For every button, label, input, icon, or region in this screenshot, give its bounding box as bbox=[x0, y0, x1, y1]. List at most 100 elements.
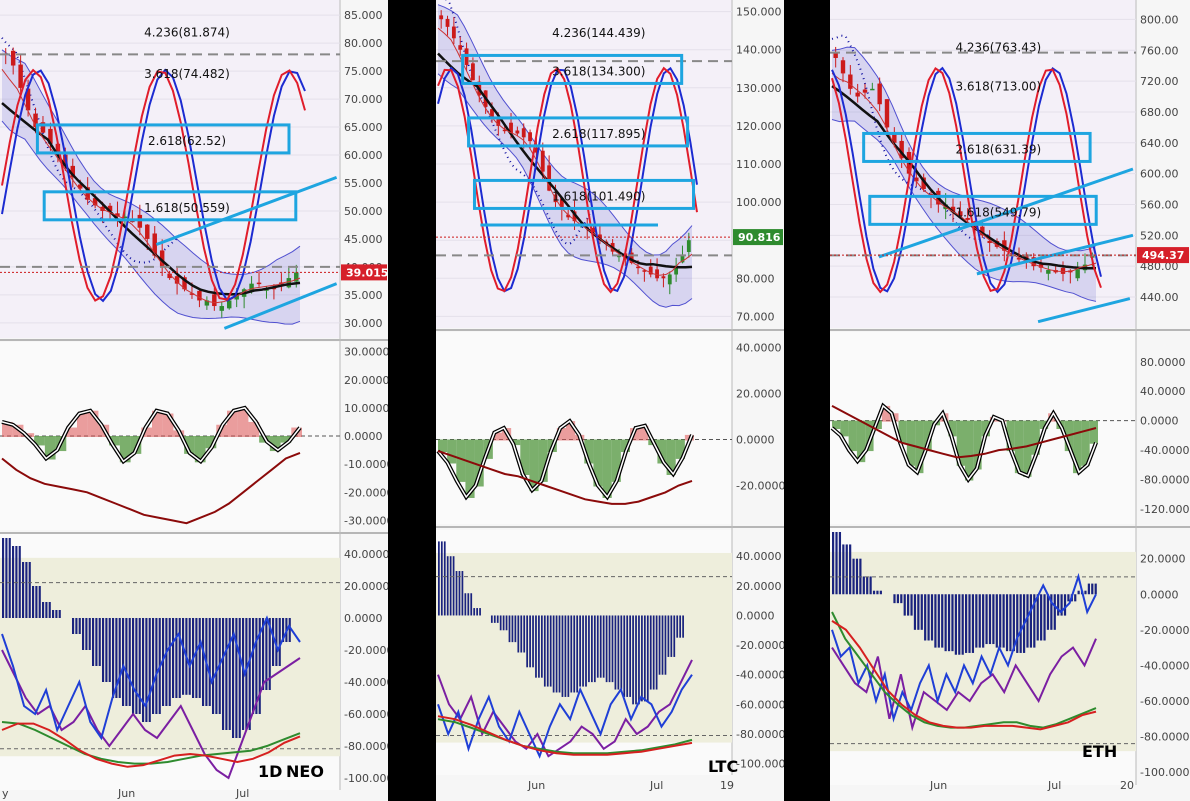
oscillator-cloud-bar bbox=[87, 410, 99, 437]
oscillator-cloud-bar bbox=[1006, 420, 1015, 452]
momentum-histogram-bar bbox=[102, 618, 105, 682]
price-plot-bg bbox=[0, 0, 340, 338]
momentum-histogram-bar bbox=[602, 615, 605, 678]
momentum-tick-label: 40.0000 bbox=[344, 548, 388, 561]
momentum-histogram-bar bbox=[38, 586, 41, 618]
oscillator-cloud-bar bbox=[898, 420, 907, 444]
candle-body bbox=[92, 198, 98, 206]
candle-body bbox=[70, 165, 76, 178]
momentum-histogram-bar bbox=[438, 541, 440, 616]
momentum-histogram-bar bbox=[282, 618, 285, 642]
candle-body bbox=[848, 74, 853, 89]
candle-body bbox=[33, 113, 38, 128]
oscillator-cloud-bar bbox=[593, 439, 603, 487]
oscillator-cloud-bar bbox=[848, 420, 857, 452]
momentum-histogram-bar bbox=[5, 538, 8, 618]
oscillator-cloud-bar bbox=[956, 420, 965, 466]
date-tick-label: Jul bbox=[1047, 779, 1061, 792]
stoch-red-line bbox=[831, 66, 1102, 294]
momentum-red-line bbox=[437, 715, 693, 756]
bollinger-upper-line bbox=[437, 4, 693, 256]
momentum-histogram-bar bbox=[872, 590, 876, 595]
momentum-histogram-bar bbox=[635, 615, 637, 705]
momentum-histogram-bar bbox=[661, 615, 664, 675]
momentum-histogram-bar bbox=[48, 602, 51, 618]
oscillator-cloud-bar bbox=[556, 428, 566, 441]
momentum-histogram-bar bbox=[896, 594, 900, 604]
momentum-histogram-bar bbox=[649, 615, 652, 690]
momentum-tick-label: 0.0000 bbox=[344, 612, 383, 625]
candle-body bbox=[249, 283, 254, 291]
neo-chart-panel: 85.000 80.000 75.000 70.000 65.000 60.000 55.0… bbox=[0, 0, 388, 801]
momentum-histogram-bar bbox=[1057, 594, 1060, 616]
candle-body bbox=[471, 63, 475, 81]
momentum-histogram-bar bbox=[599, 615, 602, 678]
oscillator-cloud-bar bbox=[923, 420, 932, 452]
ma-slow-line bbox=[437, 52, 693, 269]
momentum-histogram-bar bbox=[664, 615, 667, 675]
eth-chart-svg: 800.00 760.00 720.00 680.00 640.00 600.00 560.… bbox=[830, 0, 1190, 792]
oscillator-plot-bg bbox=[436, 332, 732, 524]
momentum-red-line bbox=[831, 620, 1097, 731]
momentum-histogram-bar bbox=[961, 594, 964, 655]
candle-body bbox=[219, 306, 225, 311]
momentum-histogram-bar bbox=[910, 594, 913, 616]
momentum-histogram-bar bbox=[128, 618, 131, 706]
momentum-tick-label: -100.0000 bbox=[736, 758, 784, 771]
price-tick-label: 120.000 bbox=[736, 120, 782, 133]
momentum-tick-label: -40.0000 bbox=[736, 669, 784, 682]
oscillator-tick-label: -40.0000 bbox=[1140, 444, 1189, 457]
momentum-histogram-bar bbox=[869, 576, 872, 595]
momentum-histogram-bar bbox=[85, 618, 88, 650]
momentum-histogram-bar bbox=[835, 532, 838, 595]
momentum-histogram-bar bbox=[238, 618, 241, 738]
last-price-badge bbox=[341, 264, 387, 281]
oscillator-tick-label: 10.0000 bbox=[344, 402, 388, 415]
momentum-histogram-bar bbox=[655, 615, 658, 690]
momentum-histogram-bar bbox=[652, 615, 655, 690]
oscillator-cloud-bar bbox=[44, 436, 56, 460]
momentum-histogram-bar bbox=[523, 615, 526, 653]
last-price-label: 494.37 bbox=[1142, 249, 1184, 262]
candle-body bbox=[855, 92, 860, 97]
oscillator-cloud-bar bbox=[611, 439, 621, 482]
oscillator-cloud-bar bbox=[205, 436, 217, 449]
oscillator-cloud-bar bbox=[602, 439, 612, 498]
candle-body bbox=[950, 206, 956, 213]
candle-body bbox=[642, 270, 647, 272]
momentum-histogram-bar bbox=[248, 618, 251, 730]
oscillator-cloud-bar bbox=[141, 427, 152, 437]
candle-body bbox=[445, 18, 450, 27]
momentum-histogram-bar bbox=[579, 615, 581, 687]
momentum-histogram-bar bbox=[202, 618, 205, 706]
candle-body bbox=[1046, 270, 1051, 274]
momentum-histogram-bar bbox=[937, 594, 940, 648]
candle-body bbox=[490, 109, 494, 119]
momentum-histogram-bar bbox=[626, 615, 629, 697]
candle-body bbox=[1038, 264, 1044, 268]
momentum-histogram-bar bbox=[449, 556, 452, 616]
oscillator-tick-label: -80.0000 bbox=[1140, 474, 1189, 487]
momentum-histogram-bar bbox=[470, 593, 473, 616]
momentum-histogram-bar bbox=[175, 618, 178, 698]
candle-body bbox=[256, 282, 262, 285]
momentum-histogram-bar bbox=[623, 615, 626, 697]
momentum-histogram-bar bbox=[108, 618, 111, 682]
candle-body bbox=[667, 274, 672, 285]
oscillator-cloud-bar bbox=[194, 436, 206, 463]
candle-body bbox=[862, 89, 868, 93]
momentum-histogram-bar bbox=[543, 615, 546, 687]
candle-body bbox=[1060, 267, 1066, 274]
momentum-range-band bbox=[830, 551, 1136, 752]
momentum-histogram-bar bbox=[985, 594, 988, 645]
momentum-histogram-bar bbox=[1005, 594, 1009, 652]
asset-label: NEO bbox=[286, 762, 324, 781]
candle-body bbox=[661, 276, 666, 279]
momentum-histogram-bar bbox=[32, 586, 35, 618]
momentum-histogram-bar bbox=[629, 615, 632, 697]
momentum-histogram-bar bbox=[1040, 594, 1043, 641]
momentum-histogram-bar bbox=[876, 590, 879, 595]
fib-highlight-box bbox=[42, 190, 298, 222]
candle-body bbox=[870, 88, 875, 91]
momentum-histogram-bar bbox=[2, 538, 5, 618]
